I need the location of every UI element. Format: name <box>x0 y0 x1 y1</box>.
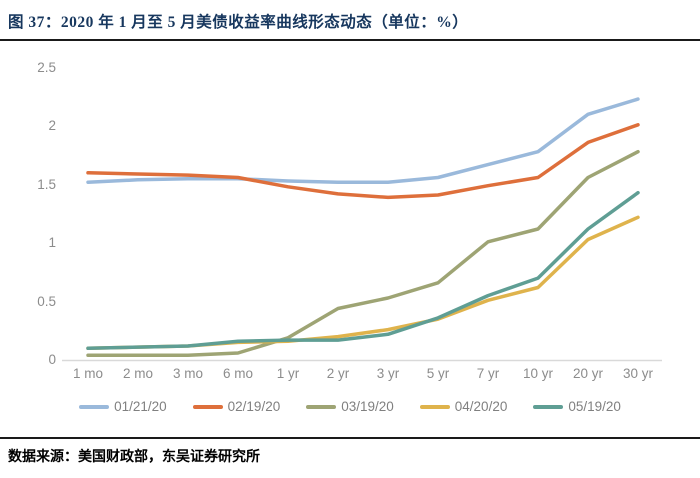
legend-swatch-04-20-20 <box>419 404 450 409</box>
x-tick-label: 2 mo <box>122 366 153 381</box>
x-tick-label: 10 yr <box>522 366 553 381</box>
chart-legend: 01/21/20 02/19/20 03/19/20 04/20/20 05/1… <box>0 399 700 414</box>
x-tick-label: 1 mo <box>72 366 103 381</box>
x-tick-label: 30 yr <box>622 366 653 381</box>
line-series-05-19-20 <box>86 190 640 351</box>
footer-divider <box>0 437 700 439</box>
legend-item-03-19-20: 03/19/20 <box>306 399 394 414</box>
legend-label: 03/19/20 <box>341 399 394 414</box>
figure-title: 图 37：2020 年 1 月至 5 月美债收益率曲线形态动态（单位：%） <box>8 14 469 31</box>
x-tick-label: 3 mo <box>172 366 203 381</box>
data-source-text: 数据来源：美国财政部，东吴证券研究所 <box>8 450 260 465</box>
x-tick-label: 1 yr <box>276 366 300 381</box>
legend-swatch-02-19-20 <box>192 404 223 409</box>
line-series-01-21-20 <box>86 97 640 184</box>
y-tick-label: 2.5 <box>37 59 56 75</box>
x-tick-label: 7 yr <box>476 366 500 381</box>
y-tick-label: 1 <box>48 235 56 250</box>
x-tick-label: 6 mo <box>222 366 253 381</box>
line-series-04-20-20 <box>86 215 640 351</box>
y-tick-label: 0.5 <box>37 293 56 309</box>
line-series-02-19-20 <box>86 123 640 200</box>
y-tick-label: 1.5 <box>37 176 56 192</box>
title-divider <box>0 39 700 41</box>
y-tick-label: 0 <box>48 352 56 367</box>
x-tick-label: 5 yr <box>426 366 450 381</box>
legend-item-02-19-20: 02/19/20 <box>192 399 281 414</box>
legend-label: 02/19/20 <box>227 399 281 414</box>
legend-label: 04/20/20 <box>454 399 508 414</box>
x-tick-label: 2 yr <box>326 366 350 381</box>
legend-label: 01/21/20 <box>114 399 167 414</box>
legend-item-04-20-20: 04/20/20 <box>419 399 508 414</box>
legend-swatch-03-19-20 <box>306 404 337 409</box>
legend-swatch-05-19-20 <box>533 404 564 409</box>
x-tick-label: 20 yr <box>572 366 603 381</box>
line-series-03-19-20 <box>86 149 640 358</box>
legend-swatch-01-21-20 <box>79 404 110 409</box>
legend-item-01-21-20: 01/21/20 <box>79 399 167 414</box>
legend-label: 05/19/20 <box>568 399 621 414</box>
x-tick-label: 3 yr <box>376 366 400 381</box>
legend-item-05-19-20: 05/19/20 <box>533 399 621 414</box>
y-tick-label: 2 <box>48 118 56 133</box>
